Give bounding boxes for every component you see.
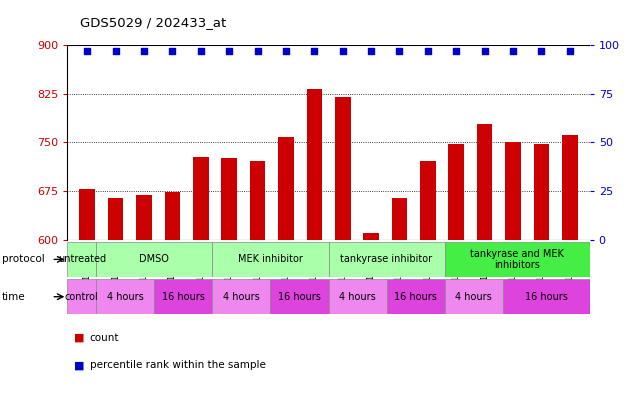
Bar: [96, 242, 212, 277]
Text: 4 hours: 4 hours: [455, 292, 492, 302]
Text: 16 hours: 16 hours: [162, 292, 205, 302]
Bar: [505, 142, 521, 240]
Bar: [449, 144, 464, 240]
Text: protocol: protocol: [2, 254, 45, 264]
Bar: [221, 158, 237, 240]
Point: [565, 48, 575, 54]
Text: 16 hours: 16 hours: [525, 292, 568, 302]
Bar: [306, 89, 322, 240]
Point: [366, 48, 376, 54]
Bar: [503, 279, 590, 314]
Point: [479, 48, 490, 54]
Text: ■: ■: [74, 333, 84, 343]
Bar: [329, 279, 387, 314]
Bar: [79, 189, 95, 240]
Bar: [445, 242, 590, 277]
Point: [394, 48, 404, 54]
Bar: [562, 135, 578, 240]
Bar: [67, 279, 96, 314]
Bar: [250, 161, 265, 240]
Bar: [329, 242, 445, 277]
Point: [110, 48, 121, 54]
Bar: [193, 157, 208, 240]
Text: 16 hours: 16 hours: [278, 292, 321, 302]
Bar: [108, 198, 123, 240]
Bar: [154, 279, 212, 314]
Bar: [477, 124, 492, 240]
Bar: [136, 195, 152, 240]
Text: MEK inhibitor: MEK inhibitor: [238, 254, 303, 264]
Point: [253, 48, 263, 54]
Bar: [420, 161, 436, 240]
Bar: [534, 144, 549, 240]
Bar: [212, 242, 329, 277]
Bar: [212, 279, 271, 314]
Bar: [96, 279, 154, 314]
Text: 4 hours: 4 hours: [223, 292, 260, 302]
Text: control: control: [65, 292, 99, 302]
Point: [309, 48, 319, 54]
Point: [82, 48, 92, 54]
Bar: [387, 279, 445, 314]
Text: count: count: [90, 333, 119, 343]
Point: [224, 48, 234, 54]
Text: DMSO: DMSO: [140, 254, 169, 264]
Point: [537, 48, 547, 54]
Point: [338, 48, 348, 54]
Text: time: time: [2, 292, 26, 302]
Point: [508, 48, 518, 54]
Bar: [165, 192, 180, 240]
Text: untreated: untreated: [58, 254, 106, 264]
Text: ■: ■: [74, 360, 84, 371]
Text: GDS5029 / 202433_at: GDS5029 / 202433_at: [80, 16, 226, 29]
Point: [139, 48, 149, 54]
Bar: [271, 279, 329, 314]
Point: [196, 48, 206, 54]
Point: [451, 48, 462, 54]
Bar: [67, 242, 96, 277]
Bar: [392, 198, 407, 240]
Point: [423, 48, 433, 54]
Bar: [445, 279, 503, 314]
Text: 4 hours: 4 hours: [339, 292, 376, 302]
Text: tankyrase inhibitor: tankyrase inhibitor: [340, 254, 433, 264]
Bar: [278, 137, 294, 240]
Text: percentile rank within the sample: percentile rank within the sample: [90, 360, 265, 371]
Text: 16 hours: 16 hours: [394, 292, 437, 302]
Bar: [363, 233, 379, 240]
Bar: [335, 97, 351, 240]
Point: [167, 48, 178, 54]
Text: 4 hours: 4 hours: [107, 292, 144, 302]
Text: tankyrase and MEK
inhibitors: tankyrase and MEK inhibitors: [470, 249, 564, 270]
Point: [281, 48, 291, 54]
